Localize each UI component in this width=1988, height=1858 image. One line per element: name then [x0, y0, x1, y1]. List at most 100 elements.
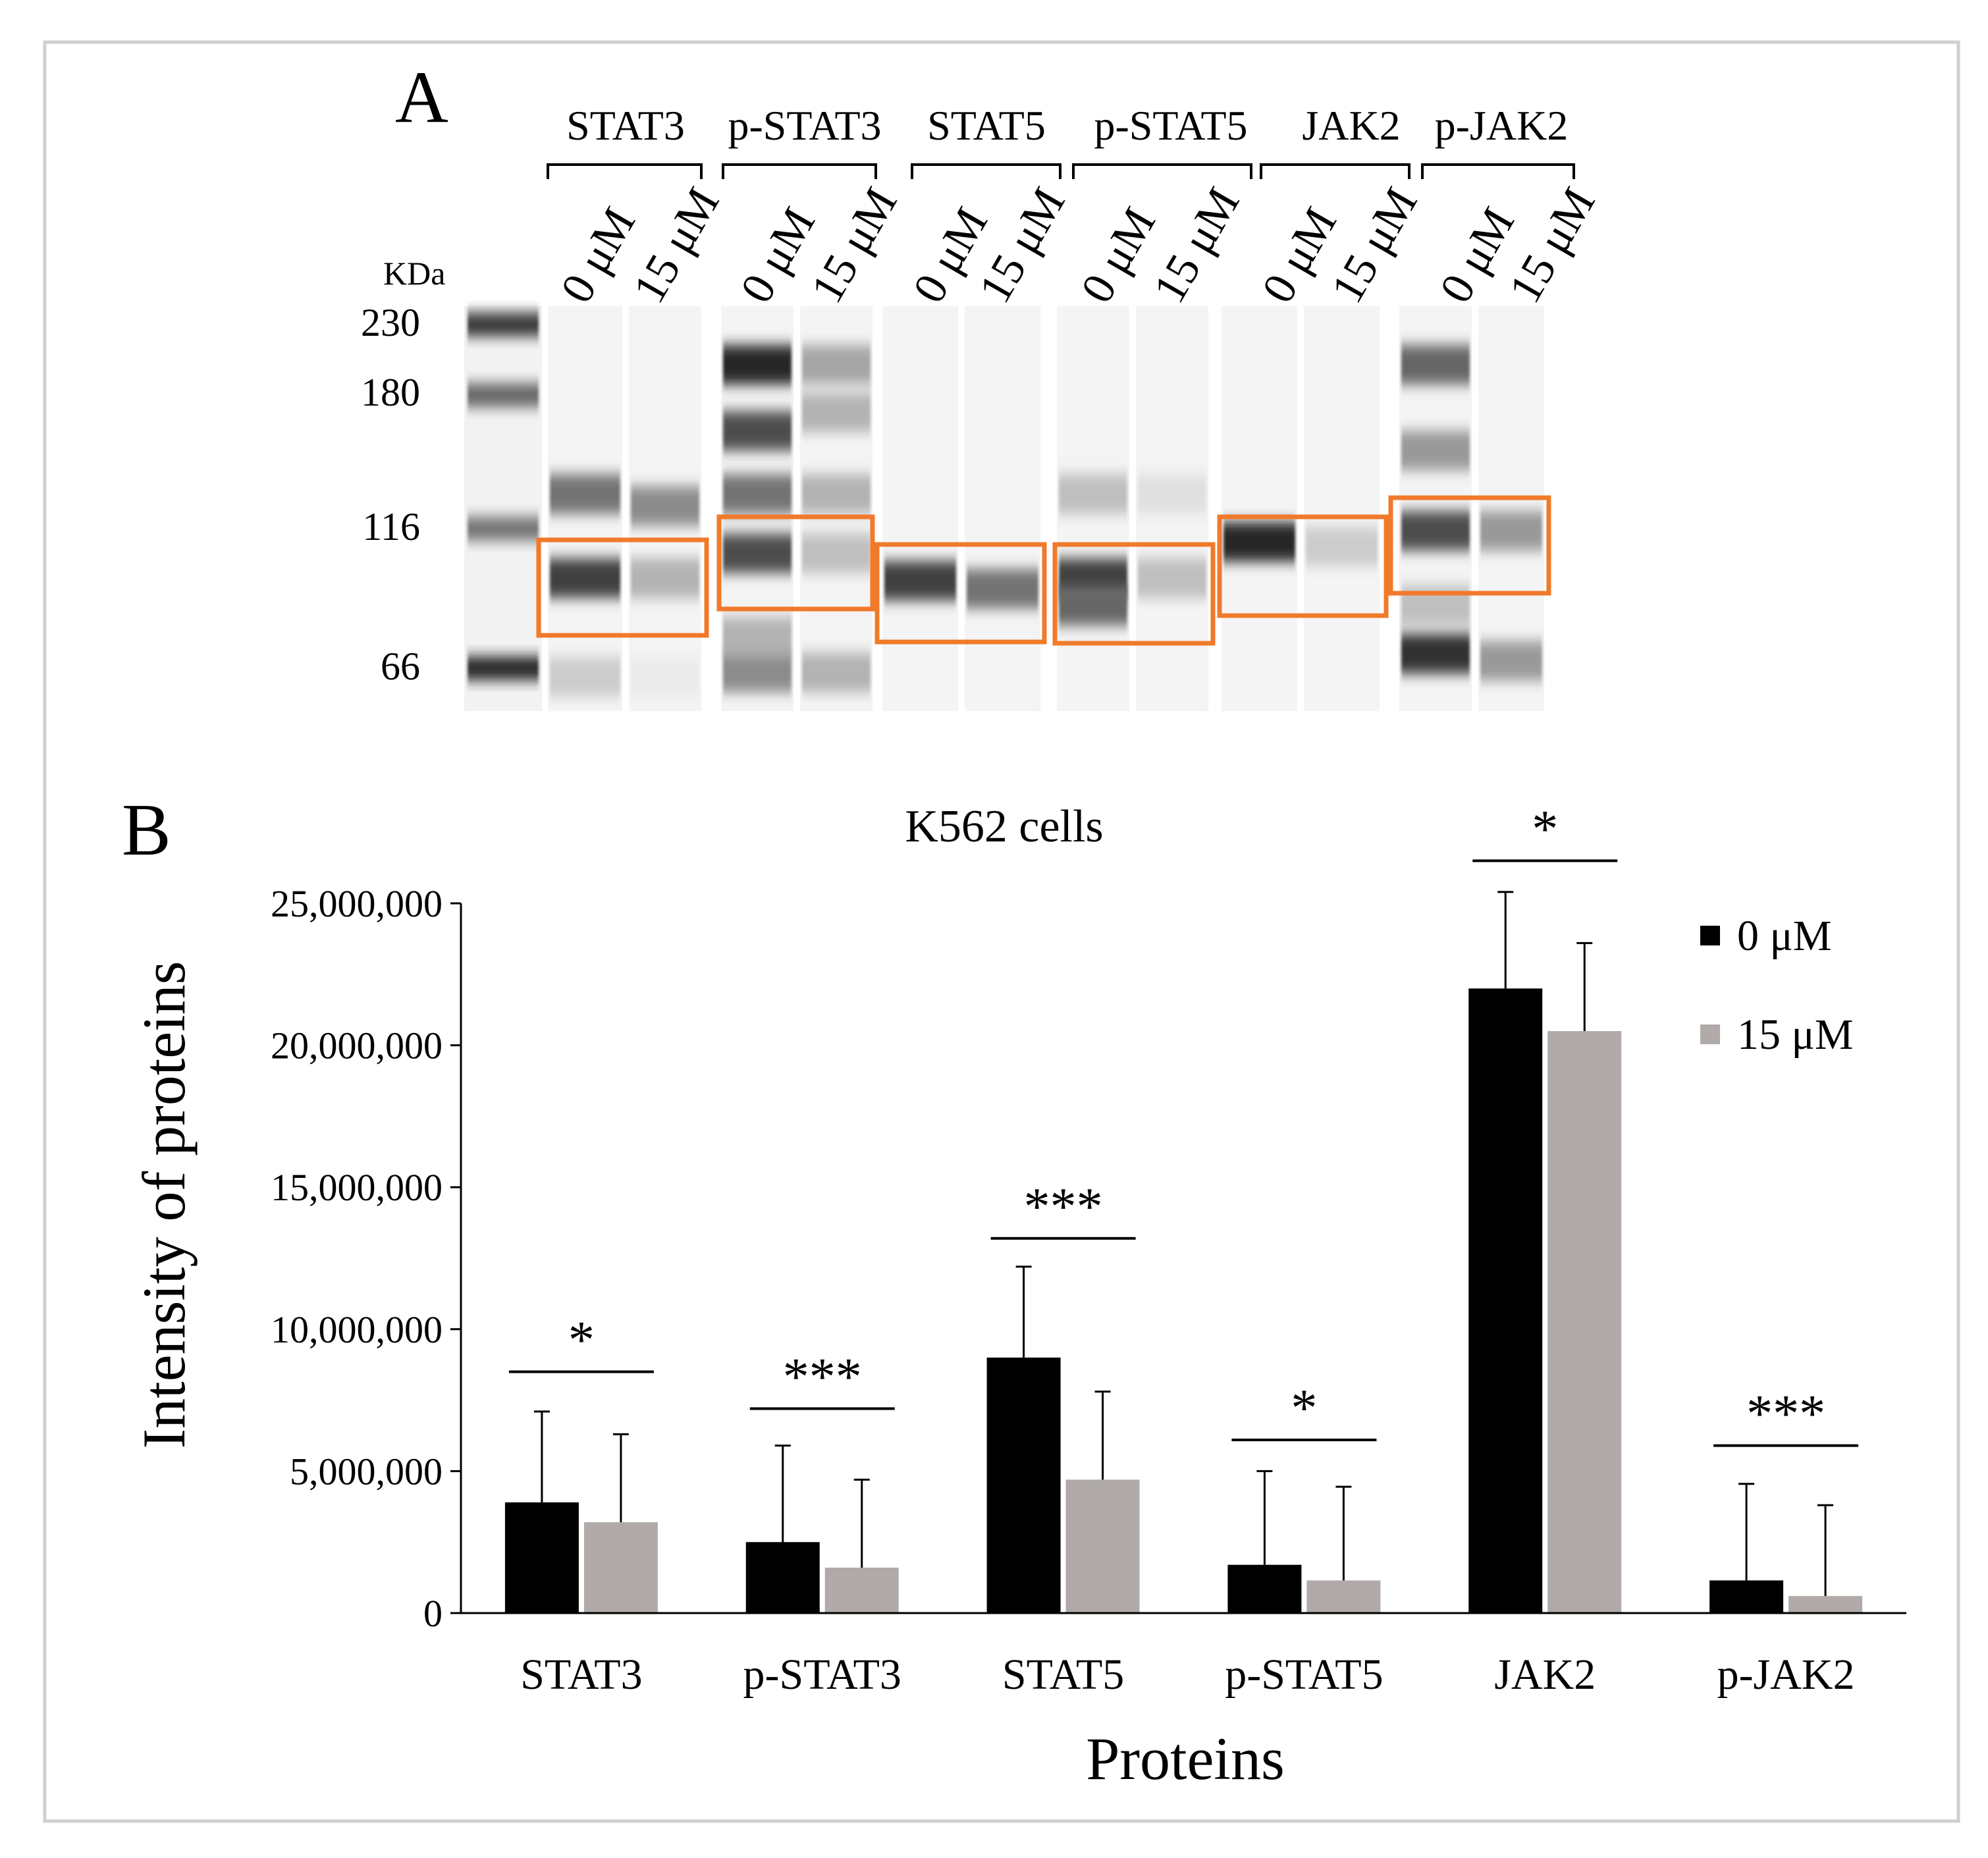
bar-0um — [1468, 988, 1543, 1613]
group-label: STAT5 — [927, 102, 1046, 149]
highlight-boxes — [536, 495, 1551, 646]
bars — [504, 988, 1863, 1613]
lane-band — [1059, 474, 1127, 514]
y-axis-title: Intensity of proteins — [130, 961, 198, 1449]
lane-background — [882, 306, 958, 711]
marker-label-230: 230 — [361, 301, 420, 344]
bar-0um — [986, 1357, 1061, 1613]
lane-band — [802, 533, 871, 573]
legend: 0 μM 15 μM — [1700, 912, 1854, 1059]
significance-label: *** — [783, 1348, 862, 1406]
ladder-band — [468, 656, 539, 680]
lane-band — [1401, 345, 1470, 385]
bar-0um — [504, 1502, 579, 1613]
bar-15um — [1547, 1031, 1622, 1613]
ladder-lane-bg — [464, 306, 542, 711]
lane-band — [1306, 526, 1378, 566]
figure-frame — [43, 40, 1960, 1823]
marker-labels: 230 180 116 66 — [361, 301, 420, 688]
lane-band — [1138, 474, 1206, 514]
bar-15um — [824, 1568, 899, 1613]
lane-band — [723, 616, 792, 656]
lane-band — [723, 652, 792, 693]
lane-band — [723, 345, 792, 385]
highlight-box — [1388, 495, 1551, 596]
significance-markers: * *** *** * * *** — [508, 800, 1859, 1447]
group-label: p-STAT3 — [728, 102, 881, 149]
group-bracket — [1260, 163, 1410, 179]
lane-band — [1059, 585, 1127, 625]
group-bracket — [547, 163, 703, 179]
y-tick-label: 10,000,000 — [271, 1308, 443, 1351]
group-bracket — [1421, 163, 1575, 179]
x-tick-label: STAT5 — [1002, 1651, 1124, 1699]
bar-15um — [1788, 1596, 1863, 1613]
chart-title: K562 cells — [905, 801, 1103, 852]
ladder-band — [468, 313, 539, 336]
bar-0um — [1709, 1580, 1784, 1613]
lane-band — [1401, 633, 1470, 674]
lane-band — [723, 411, 792, 451]
lane-band — [1480, 511, 1542, 551]
ladder-band — [468, 517, 539, 541]
y-tick-label: 5,000,000 — [290, 1450, 443, 1493]
group-brackets — [547, 163, 1575, 179]
lane-band — [631, 558, 699, 598]
significance-label: * — [1532, 800, 1558, 858]
lane-band — [631, 486, 699, 526]
error-bars — [533, 891, 1834, 1597]
highlight-box — [1217, 514, 1389, 618]
legend-swatch-0um — [1700, 926, 1720, 945]
highlight-box — [536, 537, 709, 638]
bar-0um — [745, 1542, 820, 1613]
significance-label: * — [568, 1311, 595, 1369]
lane-band — [723, 474, 792, 514]
lane-band — [802, 474, 871, 514]
group-bracket — [1072, 163, 1252, 179]
lane-band — [1401, 431, 1470, 471]
lane-band — [550, 558, 620, 598]
legend-swatch-15um — [1700, 1024, 1720, 1044]
x-tick-label: p-STAT5 — [1225, 1651, 1383, 1699]
lane-band — [802, 345, 871, 385]
lane-background — [1304, 306, 1380, 711]
lane-band — [1480, 641, 1542, 681]
group-bracket — [911, 163, 1061, 179]
bar-0um — [1227, 1564, 1302, 1613]
y-tick-labels: 0 5,000,000 10,000,000 15,000,000 20,000… — [271, 882, 461, 1635]
marker-label-180: 180 — [361, 371, 420, 414]
lane-band — [1138, 558, 1206, 598]
panel-b-label: B — [122, 789, 171, 871]
sample-lanes — [548, 306, 1544, 711]
ladder-band — [468, 383, 539, 407]
x-tick-label: p-JAK2 — [1717, 1651, 1855, 1699]
legend-label-0um: 0 μM — [1737, 912, 1832, 960]
lane-background — [1222, 306, 1297, 711]
x-tick-label: p-STAT3 — [743, 1651, 901, 1699]
bar-15um — [583, 1522, 658, 1613]
panel-a-label: A — [395, 57, 448, 138]
lane-band — [550, 474, 620, 514]
lane-band — [1223, 521, 1295, 562]
legend-label-15um: 15 μM — [1737, 1011, 1854, 1059]
group-bracket — [722, 163, 877, 179]
y-tick-label: 20,000,000 — [271, 1024, 443, 1067]
group-label: STAT3 — [566, 102, 685, 149]
lane-band — [723, 533, 792, 573]
significance-label: *** — [1746, 1385, 1825, 1443]
x-tick-label: JAK2 — [1494, 1651, 1596, 1699]
lane-band — [631, 656, 699, 697]
x-axis-title: Proteins — [1086, 1725, 1285, 1792]
marker-label-116: 116 — [362, 505, 420, 548]
x-tick-label: STAT3 — [520, 1651, 642, 1699]
bar-15um — [1306, 1580, 1381, 1613]
group-label: p-STAT5 — [1094, 102, 1247, 149]
lane-band — [967, 569, 1038, 609]
highlight-box — [874, 542, 1047, 645]
kda-label: KDa — [383, 255, 445, 292]
significance-label: * — [1291, 1379, 1317, 1437]
lane-band — [802, 652, 871, 693]
bar-15um — [1065, 1479, 1140, 1613]
group-label: p-JAK2 — [1435, 102, 1569, 149]
